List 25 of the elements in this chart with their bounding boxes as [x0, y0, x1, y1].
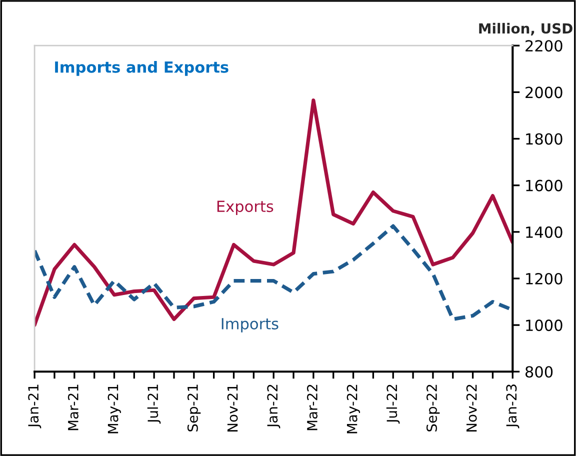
- x-tick-label: Sep-22: [426, 384, 440, 432]
- y-tick-label: 1800: [526, 133, 562, 145]
- y-tick-label: 1200: [526, 272, 562, 285]
- series-label: Exports: [217, 200, 274, 216]
- y-tick-label: 800: [525, 366, 553, 378]
- text: Imports and Exports: [55, 61, 228, 76]
- x-tick-label: Jul-22: [386, 384, 400, 424]
- x-tick-label: Nov-21: [227, 384, 238, 432]
- x-tick-label: Jan-23: [506, 384, 520, 428]
- x-tick-label: Jul-21: [147, 384, 161, 424]
- x-tick-label: May-21: [108, 384, 121, 434]
- y-axis-title: Million, USD: [479, 22, 572, 36]
- x-tick-label: May-22: [346, 384, 360, 434]
- x-tick-label: Sep-21: [187, 384, 201, 432]
- x-tick-label: Mar-21: [68, 384, 78, 430]
- y-tick-label: 1600: [526, 180, 562, 192]
- x-tick-label: Jan-22: [267, 384, 280, 428]
- x-tick-label: Mar-22: [306, 384, 318, 430]
- x-tick-label: Nov-22: [466, 384, 477, 432]
- x-tick-label: Jan-21: [28, 384, 42, 428]
- y-tick-label: 2200: [526, 40, 562, 52]
- y-tick-label: 1000: [526, 320, 562, 332]
- y-tick-label: 1400: [526, 226, 562, 238]
- series-label: Imports: [222, 318, 278, 332]
- y-tick-label: 2000: [526, 86, 562, 98]
